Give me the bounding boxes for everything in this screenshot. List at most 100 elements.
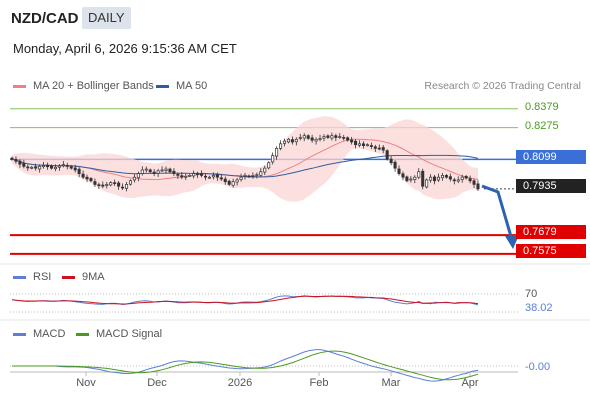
candle-body [152, 171, 156, 174]
candle-body [322, 136, 326, 139]
candle-body [121, 186, 125, 189]
candle-body [306, 135, 310, 139]
timeframe-badge[interactable]: DAILY [82, 7, 131, 29]
candle-body [318, 138, 322, 140]
instrument-title: NZD/CAD [11, 10, 79, 27]
candle-body [105, 184, 109, 186]
candle-body [330, 135, 334, 139]
candle-body [279, 143, 283, 149]
candle-body [275, 147, 279, 157]
candle-body [429, 176, 433, 181]
candle-body [93, 181, 97, 185]
candle-body [168, 168, 172, 173]
candle-body [389, 158, 393, 164]
candle-body [180, 175, 184, 178]
candle-body [468, 178, 472, 182]
candle-body [223, 178, 227, 183]
bollinger-band-fill [12, 116, 478, 202]
candle-body [377, 147, 381, 150]
candle-body [302, 135, 306, 139]
candle-body [128, 180, 132, 185]
candle-body [46, 164, 50, 168]
candle-body [136, 173, 140, 179]
candle-body [310, 137, 314, 141]
candle-body [326, 135, 330, 138]
candle-body [164, 168, 168, 171]
candle-body [207, 176, 211, 179]
candle-body [472, 180, 476, 185]
candle-body [89, 178, 93, 182]
candle-body [413, 176, 417, 180]
candle-body [117, 182, 121, 187]
candle-body [334, 135, 338, 138]
resistance-2-label: 0.8379 [525, 101, 559, 113]
candle-body [65, 165, 69, 167]
candle-body [176, 174, 180, 176]
candle-body [188, 175, 192, 177]
rsi-swatch [13, 275, 26, 279]
candle-body [342, 137, 346, 139]
candle-body [200, 173, 204, 176]
candle-body [436, 176, 441, 181]
attribution: Research © 2026 Trading Central [424, 80, 581, 92]
candle-body [239, 176, 243, 180]
candle-body [26, 166, 30, 169]
candle-body [255, 174, 259, 176]
legend-bollinger-label: MA 20 + Bollinger Bands [33, 80, 154, 92]
rsi-ma-line [11, 295, 479, 305]
candle-body [338, 136, 342, 138]
candle-body [97, 184, 101, 187]
candle-body [456, 179, 460, 182]
candle-body [350, 139, 354, 143]
xtick-2026: 2026 [227, 377, 253, 389]
legend-ma50-label: MA 50 [176, 80, 208, 92]
candle-body [271, 155, 275, 163]
legend-rsi-ma: 9MA [62, 271, 105, 283]
candle-body [314, 138, 318, 142]
candle-body [417, 171, 421, 178]
candle-body [286, 138, 290, 143]
candle-body [148, 169, 152, 173]
candle-body [393, 161, 397, 169]
candle-body [452, 179, 456, 182]
candle-body [219, 177, 223, 180]
candle-body [464, 176, 468, 179]
macd-signal-line [12, 350, 479, 381]
candle-body [113, 182, 117, 184]
candle-body [358, 143, 362, 146]
candle-body [61, 164, 65, 166]
candle-body [22, 163, 26, 167]
legend-macd-signal: MACD Signal [76, 328, 162, 340]
support-2-tag: 0.7575 [516, 244, 586, 258]
candle-body [425, 179, 429, 188]
candle-body [401, 173, 405, 178]
candle-body [77, 168, 81, 174]
macd-signal-swatch [76, 332, 89, 336]
candle-body [294, 138, 298, 143]
candle-body [73, 167, 77, 171]
candle-body [85, 176, 89, 180]
candle-body [346, 137, 350, 141]
legend-macd: MACD [13, 328, 65, 340]
candle-body [227, 180, 231, 185]
rsi-line [11, 295, 479, 306]
candle-body [365, 144, 369, 147]
candle-body [460, 176, 464, 180]
macd-value-label: -0.00 [525, 361, 551, 373]
candle-body [211, 175, 215, 178]
resistance-1-label: 0.8275 [525, 120, 559, 132]
candle-body [385, 150, 389, 160]
forecast-arrowhead [505, 235, 519, 249]
candle-body [140, 169, 144, 174]
candle-body [18, 160, 22, 165]
candle-body [57, 165, 61, 168]
last-price-tag: 0.7935 [516, 179, 586, 193]
candle-body [263, 167, 267, 173]
candle-body [144, 168, 148, 171]
legend-rsi-ma-label: 9MA [82, 271, 105, 283]
candle-body [405, 176, 409, 182]
candle-body [192, 173, 196, 177]
candle-body [361, 143, 365, 146]
candle-body [444, 175, 448, 178]
